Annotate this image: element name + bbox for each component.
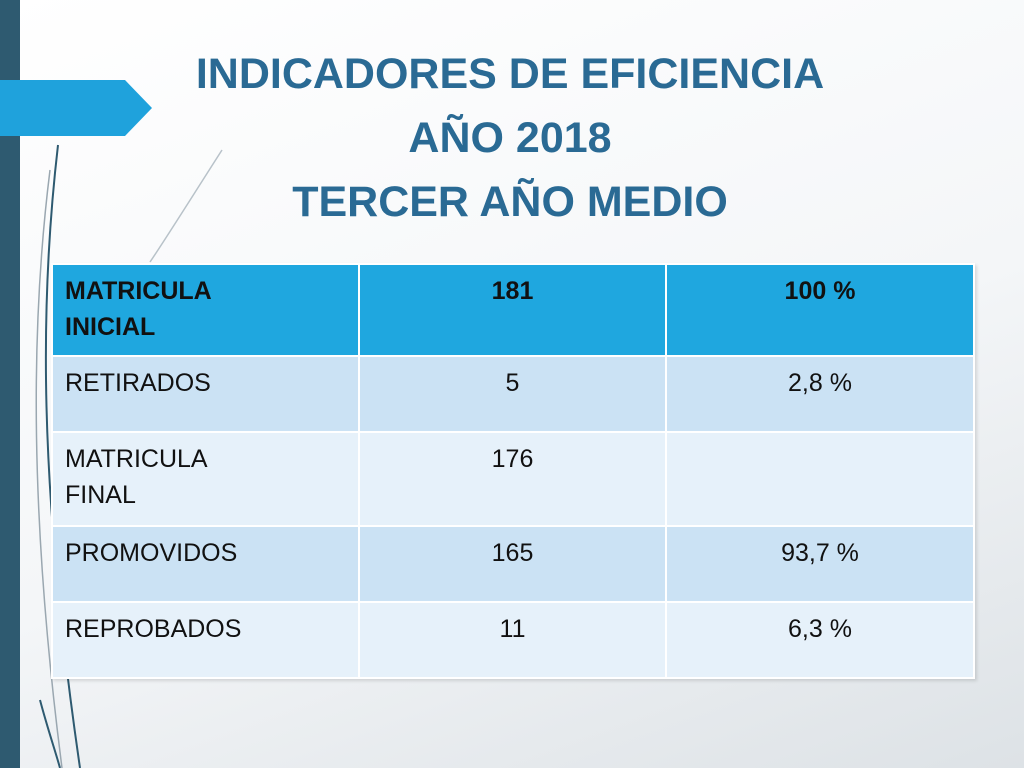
row-label-line-1: PROMOVIDOS — [65, 539, 238, 567]
row-count-cell: 176 — [358, 431, 667, 527]
left-sidebar-bar — [0, 0, 20, 768]
row-label-cell: REPROBADOS — [51, 601, 360, 679]
title-line-3: TERCER AÑO MEDIO — [292, 178, 728, 226]
header-label-cell: MATRICULA INICIAL — [51, 263, 360, 357]
header-label-line-1: MATRICULA — [65, 277, 212, 305]
row-percent-cell: 2,8 % — [665, 355, 975, 433]
row-count-cell: 5 — [358, 355, 667, 433]
header-label-line-2: INICIAL — [65, 313, 156, 341]
row-label-cell: PROMOVIDOS — [51, 525, 360, 603]
row-label-cell: RETIRADOS — [51, 355, 360, 433]
row-label-line-1: REPROBADOS — [65, 615, 242, 643]
row-label-line-1: MATRICULA — [65, 445, 208, 473]
table-row: MATRICULA FINAL 176 — [51, 431, 975, 527]
arrow-tab-decoration — [0, 80, 152, 136]
row-label-line-1: RETIRADOS — [65, 369, 211, 397]
row-count-cell: 165 — [358, 525, 667, 603]
table-row: RETIRADOS 5 2,8 % — [51, 355, 975, 433]
row-percent-cell — [665, 431, 975, 527]
table-row: REPROBADOS 11 6,3 % — [51, 601, 975, 679]
table-header-row: MATRICULA INICIAL 181 100 % — [51, 263, 975, 357]
slide-title: INDICADORES DE EFICIENCIA AÑO 2018 TERCE… — [130, 42, 890, 234]
efficiency-table: MATRICULA INICIAL 181 100 % RETIRADOS 5 … — [51, 263, 975, 679]
title-line-2: AÑO 2018 — [408, 114, 612, 162]
title-line-1: INDICADORES DE EFICIENCIA — [195, 50, 825, 98]
header-percent-cell: 100 % — [665, 263, 975, 357]
table-row: PROMOVIDOS 165 93,7 % — [51, 525, 975, 603]
row-count-cell: 11 — [358, 601, 667, 679]
row-percent-cell: 6,3 % — [665, 601, 975, 679]
row-percent-cell: 93,7 % — [665, 525, 975, 603]
row-label-cell: MATRICULA FINAL — [51, 431, 360, 527]
header-count-cell: 181 — [358, 263, 667, 357]
row-label-line-2: FINAL — [65, 481, 136, 509]
